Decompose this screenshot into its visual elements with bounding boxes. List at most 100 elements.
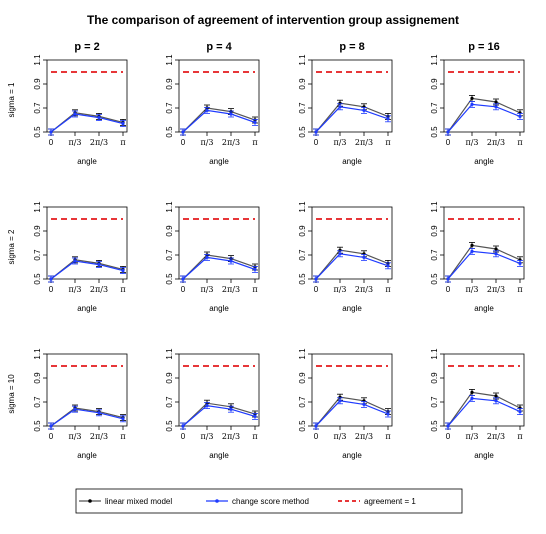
x-tick-label: 0 xyxy=(314,138,319,147)
y-tick-label: 0.7 xyxy=(165,249,174,261)
y-tick-label: 0.7 xyxy=(165,102,174,114)
y-tick-label: 0.5 xyxy=(33,126,42,138)
legend-label-linear-mixed-model: linear mixed model xyxy=(105,497,172,506)
data-point xyxy=(49,277,53,281)
y-tick-label: 0.7 xyxy=(430,102,439,114)
panel-frame xyxy=(443,353,525,427)
data-point xyxy=(49,130,53,134)
data-point xyxy=(205,108,209,112)
data-point xyxy=(470,243,474,247)
x-tick-label: 2π/3 xyxy=(487,285,505,294)
column-title-p16: p = 16 xyxy=(468,41,500,53)
y-tick-label: 0.5 xyxy=(165,420,174,432)
x-tick-label: π xyxy=(517,432,522,441)
y-tick-label: 0.7 xyxy=(430,396,439,408)
x-tick-label: 0 xyxy=(49,432,54,441)
legend-label-change-score-method: change score method xyxy=(232,497,309,506)
panel: 0.5 0.7 0.9 1.1 0 π/3 2π/3 π angle xyxy=(298,201,393,313)
panel: 0.5 0.7 0.9 1.1 0 π/3 2π/3 π angle xyxy=(298,348,393,460)
data-point xyxy=(446,424,450,428)
series-line-change-score-method xyxy=(447,103,521,133)
series-line-linear-mixed-model xyxy=(447,244,521,280)
panel: 0.5 0.7 0.9 1.1 0 π/3 2π/3 π angle xyxy=(165,348,260,460)
y-tick-label: 0.9 xyxy=(430,372,439,384)
y-tick-label: 1.1 xyxy=(430,201,439,213)
x-axis-label: angle xyxy=(77,451,97,460)
panel: 0.5 0.7 0.9 1.1 0 π/3 2π/3 π angle xyxy=(430,201,525,313)
y-tick-label: 1.1 xyxy=(165,201,174,213)
x-tick-label: 2π/3 xyxy=(222,285,240,294)
data-point xyxy=(470,390,474,394)
y-tick-label: 1.1 xyxy=(298,348,307,360)
data-point xyxy=(229,112,233,116)
data-point xyxy=(338,252,342,256)
row-label-sigma2: sigma = 2 xyxy=(7,229,16,264)
data-point xyxy=(470,102,474,106)
x-tick-label: π xyxy=(252,138,257,147)
panel-frame xyxy=(311,206,393,280)
legend-label-agreement: agreement = 1 xyxy=(364,497,416,506)
data-point xyxy=(470,396,474,400)
x-tick-label: 0 xyxy=(49,138,54,147)
y-tick-label: 0.7 xyxy=(165,396,174,408)
y-tick-label: 0.5 xyxy=(165,126,174,138)
data-point xyxy=(253,414,257,418)
x-tick-label: 2π/3 xyxy=(487,138,505,147)
series-line-change-score-method xyxy=(50,408,124,427)
data-point xyxy=(205,404,209,408)
x-axis-label: angle xyxy=(342,304,362,313)
series-line-change-score-method xyxy=(182,109,256,133)
data-point xyxy=(314,130,318,134)
legend: linear mixed model change score method a… xyxy=(75,488,463,514)
data-point xyxy=(73,407,77,411)
y-tick-label: 0.9 xyxy=(165,225,174,237)
series-line-change-score-method xyxy=(447,397,521,427)
data-point xyxy=(470,249,474,253)
x-tick-label: π xyxy=(120,285,125,294)
data-point xyxy=(386,412,390,416)
data-point xyxy=(518,261,522,265)
x-tick-label: 0 xyxy=(446,432,451,441)
data-point xyxy=(518,114,522,118)
panel-frame xyxy=(46,206,128,280)
legend-key-linear-mixed-model xyxy=(79,499,101,503)
y-tick-label: 0.5 xyxy=(33,273,42,285)
x-tick-label: π/3 xyxy=(465,432,478,441)
series-line-change-score-method xyxy=(182,256,256,280)
y-tick-label: 1.1 xyxy=(33,348,42,360)
panel: 0.5 0.7 0.9 1.1 0 π/3 2π/3 π angle xyxy=(165,201,260,313)
x-tick-label: 2π/3 xyxy=(355,138,373,147)
y-tick-label: 1.1 xyxy=(33,201,42,213)
y-tick-label: 0.5 xyxy=(298,126,307,138)
data-point xyxy=(314,277,318,281)
data-point xyxy=(338,105,342,109)
x-tick-label: 0 xyxy=(314,432,319,441)
x-tick-label: π xyxy=(385,138,390,147)
x-tick-label: 0 xyxy=(446,138,451,147)
data-point xyxy=(253,120,257,124)
x-tick-label: π/3 xyxy=(333,432,346,441)
legend-key-point xyxy=(88,499,92,503)
series-line-linear-mixed-model xyxy=(315,396,389,427)
data-point xyxy=(362,108,366,112)
series-line-change-score-method xyxy=(315,400,389,427)
column-title-p8: p = 8 xyxy=(339,41,364,53)
x-tick-label: 0 xyxy=(314,285,319,294)
series-line-change-score-method xyxy=(50,113,124,133)
data-point xyxy=(338,399,342,403)
x-tick-label: 2π/3 xyxy=(222,432,240,441)
row-label-sigma10: sigma = 10 xyxy=(7,374,16,414)
y-tick-label: 0.9 xyxy=(33,78,42,90)
series-line-change-score-method xyxy=(50,260,124,280)
y-tick-label: 0.5 xyxy=(430,126,439,138)
panel: 0.5 0.7 0.9 1.1 0 π/3 2π/3 π angle xyxy=(430,54,525,166)
y-tick-label: 0.5 xyxy=(298,273,307,285)
data-point xyxy=(314,424,318,428)
data-point xyxy=(494,394,498,398)
y-tick-label: 0.5 xyxy=(165,273,174,285)
x-tick-label: 0 xyxy=(49,285,54,294)
y-tick-label: 0.7 xyxy=(33,396,42,408)
data-point xyxy=(494,100,498,104)
panel: 0.5 0.7 0.9 1.1 0 π/3 2π/3 π angle xyxy=(298,54,393,166)
x-tick-label: 0 xyxy=(181,138,186,147)
